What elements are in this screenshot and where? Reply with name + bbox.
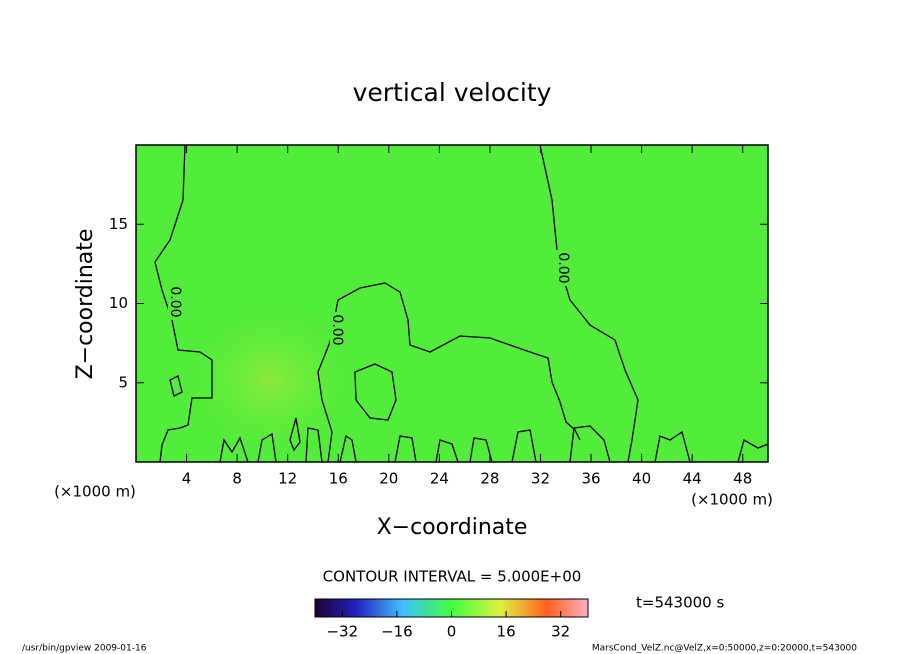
contour-label: 0.00 bbox=[167, 286, 183, 317]
contour-label-bg bbox=[168, 284, 182, 320]
x-unit: (×1000 m) bbox=[691, 491, 773, 509]
contour-line bbox=[154, 144, 213, 463]
x-tick-label: 8 bbox=[232, 470, 242, 488]
contour-line bbox=[289, 417, 301, 452]
y-tick-label: 5 bbox=[118, 373, 128, 391]
contour-label: 0.00 bbox=[329, 314, 345, 345]
x-tick-label: 44 bbox=[683, 470, 702, 488]
colorbar-tick-label: 32 bbox=[551, 623, 570, 641]
contour-label-bg bbox=[330, 312, 344, 348]
contour-label-bg bbox=[556, 250, 570, 286]
contour-line bbox=[219, 425, 769, 463]
x-axis-label: X−coordinate bbox=[377, 515, 528, 540]
x-tick-label: 4 bbox=[182, 470, 192, 488]
contour-line bbox=[317, 282, 581, 463]
footer-right: MarsCond_VelZ.nc@VelZ,x=0:50000,z=0:2000… bbox=[592, 644, 857, 654]
contours bbox=[154, 144, 769, 463]
x-tick-label: 16 bbox=[329, 470, 348, 488]
x-tick-label: 36 bbox=[581, 470, 600, 488]
footer-left: /usr/bin/gpview 2009-01-16 bbox=[22, 644, 147, 654]
colorbar-tick-label: 16 bbox=[497, 623, 516, 641]
y-tick-label: 10 bbox=[109, 294, 128, 312]
field-patch bbox=[180, 300, 360, 460]
contour-line bbox=[354, 363, 397, 421]
x-tick-label: 28 bbox=[480, 470, 499, 488]
x-tick-label: 24 bbox=[430, 470, 449, 488]
y-axis-label: Z−coordinate bbox=[73, 229, 98, 380]
contour-line bbox=[169, 375, 183, 397]
colorbar-tick-label: −32 bbox=[326, 623, 358, 641]
x-tick-label: 32 bbox=[531, 470, 550, 488]
contour-label: 0.00 bbox=[555, 252, 571, 283]
y-tick-label: 15 bbox=[109, 215, 128, 233]
chart-title: vertical velocity bbox=[353, 78, 552, 107]
colorbar-tick-label: −16 bbox=[381, 623, 413, 641]
x-tick-label: 20 bbox=[379, 470, 398, 488]
contour-interval: CONTOUR INTERVAL = 5.000E+00 bbox=[323, 568, 582, 586]
x-tick-label: 40 bbox=[632, 470, 651, 488]
time-label: t=543000 s bbox=[636, 594, 724, 612]
x-tick-label: 12 bbox=[278, 470, 297, 488]
colorbar-tick-label: 0 bbox=[447, 623, 457, 641]
y-unit: (×1000 m) bbox=[54, 483, 136, 501]
x-tick-label: 48 bbox=[733, 470, 752, 488]
contour-line bbox=[539, 144, 639, 463]
